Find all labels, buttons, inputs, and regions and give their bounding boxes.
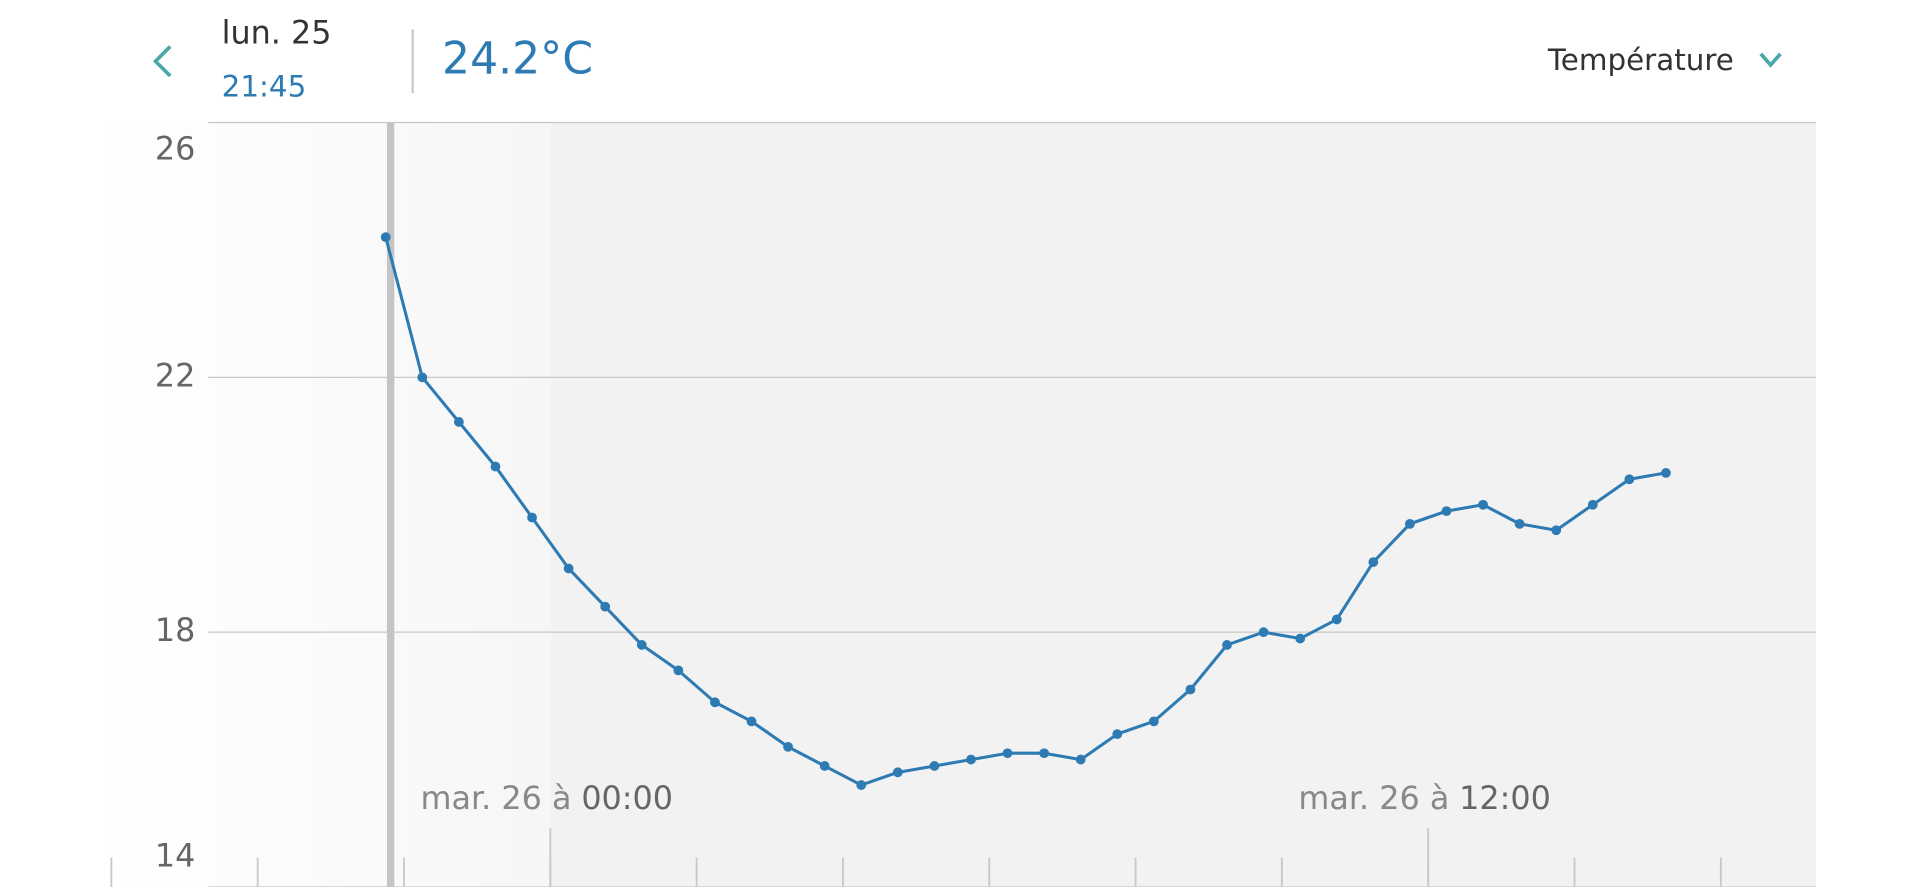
data-point <box>1661 468 1671 478</box>
data-point <box>892 767 903 778</box>
data-point <box>1295 633 1306 644</box>
data-point <box>710 697 720 708</box>
data-point <box>1624 474 1635 485</box>
back-button[interactable] <box>152 45 172 78</box>
data-point <box>1148 716 1159 727</box>
data-point <box>1441 506 1452 517</box>
data-point <box>929 761 940 771</box>
x-label-time: 12:00 <box>1459 779 1551 817</box>
data-point <box>673 665 684 676</box>
data-point <box>453 417 464 427</box>
time-label: 21:45 <box>222 70 307 104</box>
data-point <box>380 232 391 243</box>
reading: 24.2°C <box>442 33 593 84</box>
data-point <box>1039 748 1050 759</box>
y-tick-label: 18 <box>155 611 196 649</box>
dropdown-chevron[interactable] <box>1759 52 1782 68</box>
data-point <box>1258 627 1269 638</box>
data-point <box>1587 499 1598 510</box>
x-tick-label: mar. 26 à 12:00 <box>1298 779 1550 817</box>
data-point <box>1405 518 1415 529</box>
data-point <box>783 741 793 752</box>
series-line <box>384 236 1667 787</box>
x-label-date: mar. 26 à <box>421 779 572 817</box>
data-point <box>1514 518 1525 529</box>
data-point <box>746 716 757 727</box>
data-point <box>417 372 428 383</box>
data-point <box>1222 640 1232 650</box>
data-point <box>527 512 537 523</box>
data-point <box>636 640 647 650</box>
x-label-time: 00:00 <box>581 779 673 817</box>
data-point <box>600 601 611 612</box>
data-point <box>856 780 867 790</box>
data-point <box>1331 614 1342 625</box>
data-point <box>819 761 830 771</box>
x-label-date: mar. 26 à <box>1298 779 1449 817</box>
data-point <box>1075 754 1086 765</box>
data-point <box>1551 525 1562 536</box>
data-point <box>966 754 976 765</box>
data-point <box>563 563 574 574</box>
data-point <box>1002 748 1013 759</box>
y-tick-label: 26 <box>155 130 196 168</box>
date-label: lun. 25 <box>222 13 332 51</box>
data-point <box>1478 499 1488 510</box>
past-region <box>104 122 552 887</box>
metric-dropdown[interactable]: Température <box>1547 43 1734 77</box>
data-point <box>1112 729 1123 740</box>
data-point <box>490 461 501 472</box>
y-tick-label: 14 <box>155 837 196 875</box>
y-tick-label: 22 <box>155 356 196 394</box>
data-point <box>1368 557 1379 567</box>
x-tick-label: mar. 26 à 00:00 <box>421 779 673 817</box>
data-point <box>1185 684 1196 695</box>
